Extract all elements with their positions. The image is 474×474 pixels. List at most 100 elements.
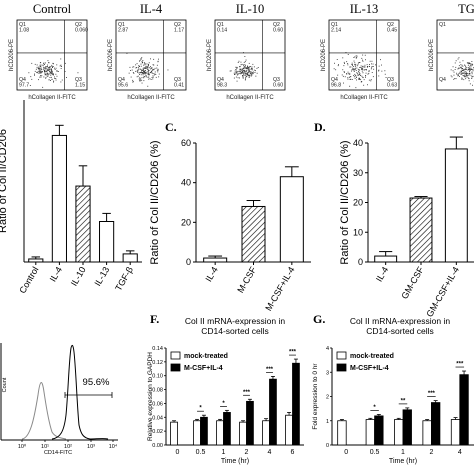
flow-ylabel: hCD206-PE — [321, 39, 327, 71]
flow-event — [365, 69, 367, 71]
flow-event — [463, 69, 464, 71]
flow-event — [378, 70, 380, 72]
flow-event — [140, 58, 142, 59]
flow-event — [456, 74, 458, 75]
flow-event — [154, 67, 156, 69]
flow-event — [359, 67, 361, 68]
flow-event — [361, 68, 363, 69]
flow-event — [356, 57, 358, 58]
flow-event — [34, 73, 35, 75]
flow-event — [466, 73, 468, 75]
flow-event — [461, 79, 463, 80]
flow-event — [454, 69, 456, 70]
flow-plot-frame — [328, 19, 400, 91]
flow-event — [243, 67, 245, 69]
y-axis-label: Count — [2, 377, 8, 392]
chart-c: 0 20 40 60 Ratio of Col II/CD206 (%) IL-4 M-CS… — [149, 138, 311, 313]
x-tick-label: IL-10 — [69, 265, 88, 288]
flow-event — [348, 76, 350, 78]
gate-percentage: 95.6% — [83, 377, 110, 388]
flow-event — [358, 71, 360, 72]
flow-event — [147, 68, 149, 70]
y-tick-label: 30 — [353, 168, 363, 178]
flow-event — [140, 59, 142, 60]
y-tick-label: 0.08 — [152, 388, 163, 394]
flow-event — [145, 67, 147, 69]
flow-event — [343, 61, 345, 63]
flow-event — [230, 70, 232, 72]
flow-event — [357, 74, 359, 76]
flow-event — [141, 69, 143, 71]
flow-event — [251, 68, 253, 70]
flow-event — [361, 57, 363, 59]
flow-event — [346, 61, 348, 63]
flow-event — [469, 64, 471, 66]
flow-panel-title: IL-13 — [350, 2, 378, 16]
x-tick-label: 4 — [268, 449, 272, 456]
flow-event — [457, 75, 459, 77]
y-tick-label: 0 — [326, 443, 329, 449]
flow-event — [461, 73, 463, 75]
y-tick-label: 40 — [353, 138, 363, 148]
y-tick-label: 2 — [326, 395, 329, 401]
flow-event — [61, 66, 62, 67]
flow-event — [354, 56, 356, 58]
flow-event — [357, 68, 359, 70]
flow-event — [468, 63, 470, 65]
flow-cytometry-row: Control Q1 1.08 Q2 0.060 Q3 1.15 Q4 97.7 hCD206-P… — [9, 2, 474, 101]
flow-event — [247, 66, 249, 68]
flow-event — [141, 72, 143, 73]
flow-event — [361, 75, 363, 77]
flow-event — [48, 67, 50, 68]
flow-event — [352, 69, 354, 71]
significance-stars: *** — [266, 367, 274, 373]
flow-event — [38, 68, 39, 69]
flow-event — [466, 76, 468, 78]
flow-event — [359, 69, 361, 71]
significance-stars: * — [373, 405, 376, 411]
flow-event — [249, 68, 251, 70]
flow-event — [244, 79, 246, 81]
flow-event — [464, 75, 466, 77]
flow-event — [342, 57, 344, 59]
flow-event — [355, 68, 356, 70]
x-tick-label: 0 — [176, 449, 180, 456]
flow-event — [144, 73, 146, 75]
flow-event — [458, 73, 459, 75]
flow-event — [248, 70, 250, 72]
flow-event — [465, 68, 467, 70]
flow-event — [355, 55, 357, 57]
flow-event — [249, 69, 250, 71]
flow-event — [49, 77, 51, 78]
flow-event — [240, 71, 242, 73]
flow-event — [229, 70, 231, 72]
flow-event — [333, 68, 335, 70]
flow-event — [50, 74, 52, 76]
flow-event — [140, 72, 142, 74]
quadrant-q4-label: Q4 95.6 — [118, 77, 128, 89]
significance-stars: ** — [401, 398, 406, 404]
flow-event — [463, 71, 465, 73]
flow-event — [471, 63, 473, 65]
x-tick-label: IL-4 — [374, 265, 390, 283]
flow-event — [133, 66, 135, 68]
flow-event — [49, 71, 50, 72]
x-tick-label: 0.5 — [370, 449, 380, 456]
flow-event — [157, 61, 159, 63]
quadrant-q4-label: Q4 98.3 — [217, 77, 227, 89]
flow-event — [129, 66, 131, 68]
flow-event — [155, 76, 157, 78]
flow-event — [148, 78, 150, 80]
flow-event — [366, 64, 368, 66]
flow-event — [57, 70, 58, 72]
flow-event — [354, 77, 356, 79]
flow-event — [358, 69, 360, 71]
flow-event — [145, 71, 147, 73]
flow-event — [41, 72, 43, 73]
flow-event — [233, 72, 235, 74]
flow-event — [149, 72, 151, 73]
flow-event — [233, 77, 235, 79]
x-tick-label: GM-CSF — [399, 265, 426, 301]
flow-event — [43, 68, 44, 70]
